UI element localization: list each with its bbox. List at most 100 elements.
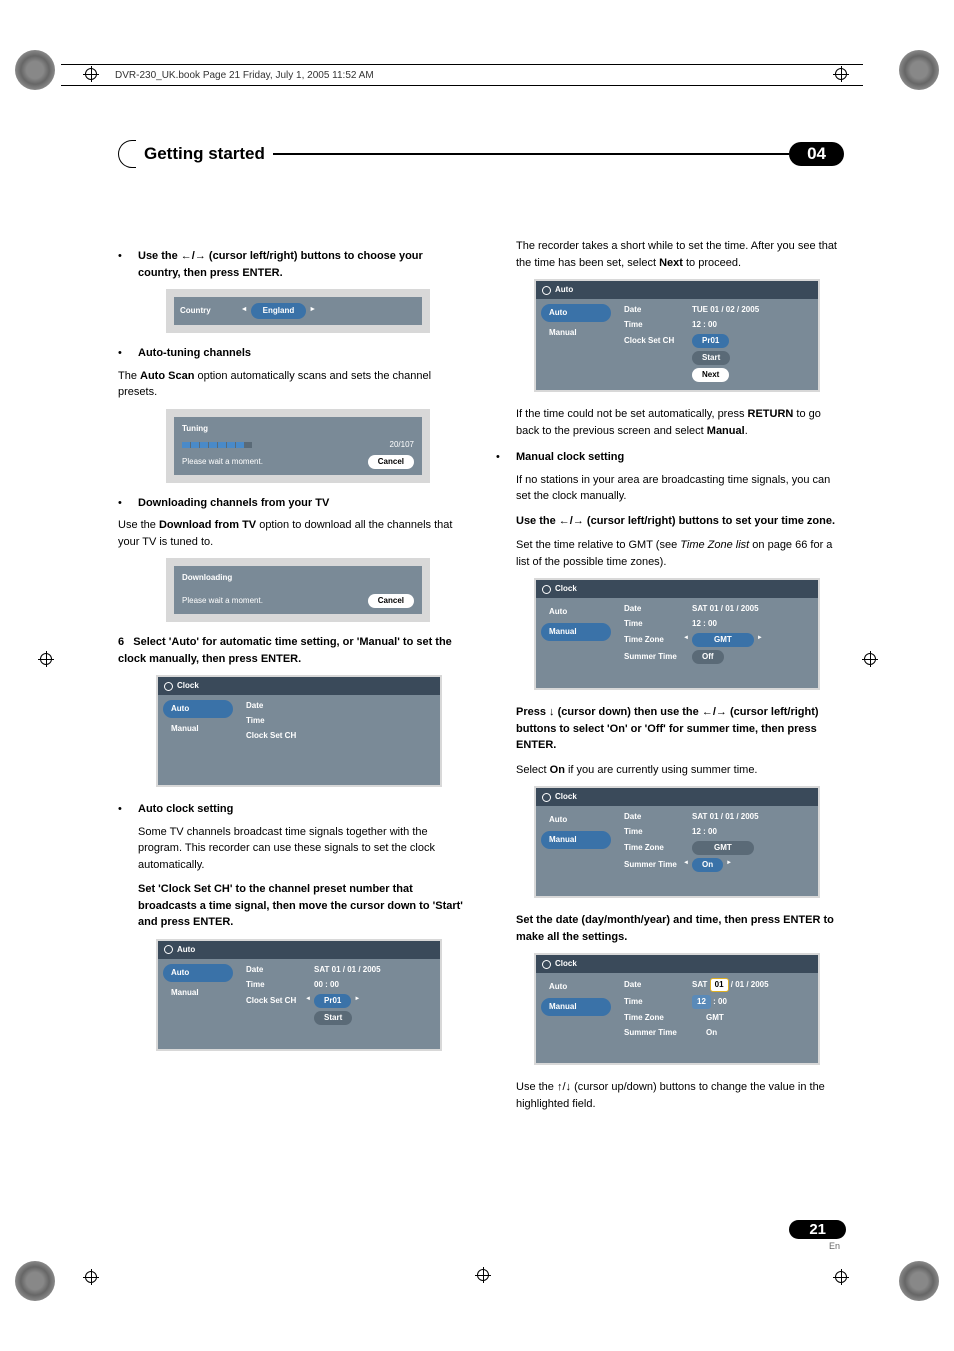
ui-field: Summer Time [624, 859, 682, 871]
ui-field: Date [624, 304, 682, 316]
arrow-icons: ↑/↓ [557, 1081, 571, 1093]
ui-title: Tuning [182, 423, 414, 435]
ui-menu-item: Auto [163, 700, 233, 718]
ui-clock2-screenshot: Clock Auto Manual DateSAT 01 / 01 / 2005… [534, 578, 820, 690]
print-mark-br [899, 1261, 939, 1301]
text: (cursor left/right) buttons to set your … [584, 515, 835, 527]
ui-field: Summer Time [624, 651, 682, 663]
ui-cancel-button: Cancel [368, 455, 414, 469]
text: Set the time relative to GMT (see [516, 539, 680, 551]
left-column: • Use the ←/→ (cursor left/right) button… [118, 238, 466, 1120]
ui-menu-item: Auto [541, 978, 611, 996]
ui-field: Time [624, 826, 682, 838]
ui-cancel-button: Cancel [368, 594, 414, 608]
body-text: Some TV channels broadcast time signals … [138, 824, 466, 874]
ui-header: Clock [555, 958, 577, 970]
text: If the time could not be set automatical… [516, 408, 748, 420]
ui-value: SAT 01 / 01 / 2005 [692, 603, 759, 615]
ui-field: Time [624, 996, 682, 1008]
ui-field: Clock Set CH [246, 995, 304, 1007]
ui-field: Time [246, 715, 304, 727]
ui-clock-screenshot: Clock Auto Manual Date Time Clock Set CH [156, 675, 442, 787]
ui-menu-item: Manual [541, 998, 611, 1016]
ui-value: : 00 [711, 997, 727, 1006]
ui-menu-item: Manual [541, 623, 611, 641]
text: (cursor down) then use the [555, 706, 702, 718]
ui-highlighted: 12 [692, 995, 711, 1009]
ui-wait-text: Please wait a moment. [182, 456, 263, 468]
ui-auto2-screenshot: Auto Auto Manual DateTUE 01 / 02 / 2005 … [534, 279, 820, 392]
section-header: Getting started 04 [118, 140, 844, 168]
right-column: The recorder takes a short while to set … [496, 238, 844, 1120]
text: Press [516, 706, 549, 718]
ui-value: 12 : 00 [692, 826, 717, 838]
registration-mark [40, 653, 52, 665]
text: RETURN [748, 408, 794, 420]
ui-field: Summer Time [624, 1027, 682, 1039]
ui-pill: On [692, 858, 723, 872]
registration-mark [864, 653, 876, 665]
text: Use the [516, 515, 559, 527]
text: The [118, 370, 140, 382]
ui-next-button: Next [692, 368, 729, 382]
ui-highlighted: 01 [710, 978, 729, 992]
ui-value: SAT 01 / 01 / 2005 [692, 811, 759, 823]
ui-header: Clock [555, 583, 577, 595]
ui-field: Time [246, 979, 304, 991]
ui-pill: Pr01 [692, 334, 729, 348]
ui-menu-item: Manual [541, 831, 611, 849]
ui-menu-item: Manual [163, 720, 233, 738]
ui-value: On [706, 1027, 717, 1039]
ui-menu-item: Manual [541, 324, 611, 342]
ui-auto-screenshot: Auto Auto Manual DateSAT 01 / 01 / 2005 … [156, 939, 442, 1051]
text: . [745, 425, 748, 437]
ui-label: Country [180, 305, 211, 317]
clock-icon [164, 945, 173, 954]
ui-pill: GMT [692, 841, 754, 855]
registration-mark [85, 1271, 97, 1283]
ui-value: SAT [692, 980, 710, 989]
print-mark-tl [15, 50, 55, 90]
clock-icon [542, 286, 551, 295]
ui-menu-item: Auto [541, 603, 611, 621]
ui-header: Auto [555, 284, 573, 296]
text-italic: Time Zone list [680, 539, 749, 551]
ui-field: Clock Set CH [624, 335, 682, 347]
ui-menu-item: Auto [541, 811, 611, 829]
heading: Downloading channels from your TV [138, 495, 329, 512]
ui-header: Clock [555, 791, 577, 803]
ui-field: Time Zone [624, 1012, 682, 1024]
section-title: Getting started [136, 140, 273, 168]
print-mark-tr [899, 50, 939, 90]
ui-field: Date [246, 700, 304, 712]
heading: Auto-tuning channels [138, 345, 251, 362]
ui-pill: Off [692, 650, 724, 664]
text: Select [516, 764, 550, 776]
ui-progress-text: 20/107 [390, 439, 414, 451]
ui-header: Clock [177, 680, 199, 692]
heading: Auto clock setting [138, 801, 233, 818]
text: Use the [138, 250, 181, 262]
ui-value: TUE 01 / 02 / 2005 [692, 304, 759, 316]
ui-download-screenshot: Downloading Please wait a moment. Cancel [166, 558, 430, 622]
text: Manual [707, 425, 745, 437]
ui-value-pill: England [251, 303, 307, 319]
step-number: 6 [118, 636, 124, 648]
text: Download from TV [159, 519, 256, 531]
ui-clock3-screenshot: Clock Auto Manual DateSAT 01 / 01 / 2005… [534, 786, 820, 898]
clock-icon [542, 793, 551, 802]
arrow-icons: ←/→ [559, 515, 584, 527]
ui-field: Clock Set CH [246, 730, 304, 742]
page-footer: 21 En [789, 1220, 846, 1251]
ui-title: Downloading [182, 572, 414, 584]
clock-icon [164, 682, 173, 691]
text: Next [659, 257, 683, 269]
clock-icon [542, 585, 551, 594]
ui-value: SAT 01 / 01 / 2005 [314, 964, 381, 976]
ui-field: Date [246, 964, 304, 976]
ui-value: GMT [706, 1012, 724, 1024]
ui-field: Time Zone [624, 842, 682, 854]
text: On [550, 764, 565, 776]
ui-field: Date [624, 979, 682, 991]
ui-value: / 01 / 2005 [729, 980, 769, 989]
